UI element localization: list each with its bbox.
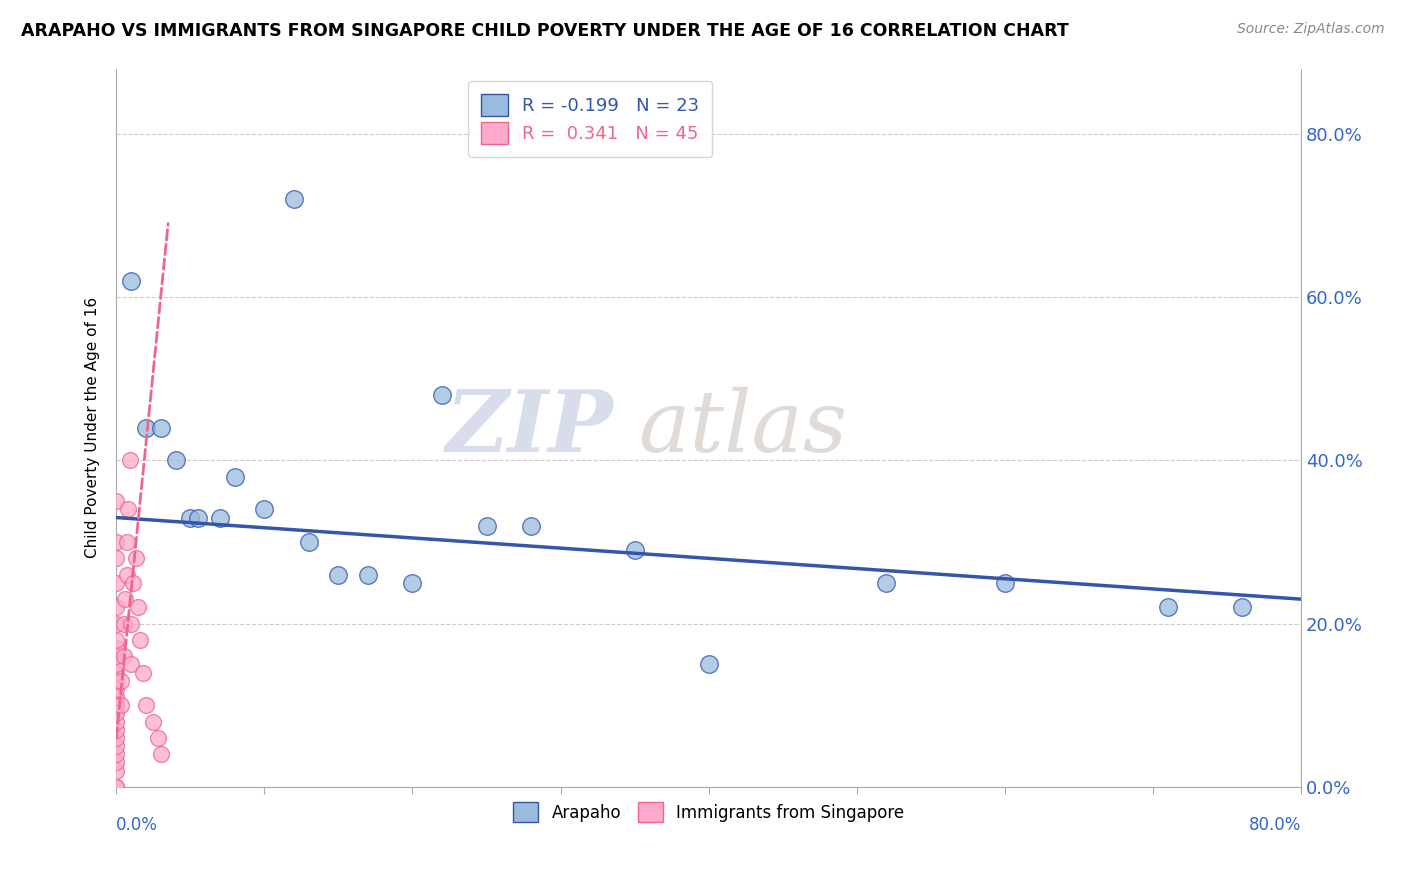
Point — [146, 731, 169, 745]
Point — [298, 535, 321, 549]
Point — [105, 780, 128, 794]
Y-axis label: Child Poverty Under the Age of 16: Child Poverty Under the Age of 16 — [86, 297, 100, 558]
Point — [208, 510, 231, 524]
Point — [283, 192, 305, 206]
Point — [118, 453, 141, 467]
Point — [105, 616, 128, 631]
Text: 80.0%: 80.0% — [1249, 815, 1301, 834]
Point — [105, 698, 128, 713]
Point — [105, 690, 128, 705]
Point — [120, 274, 142, 288]
Point — [165, 453, 187, 467]
Point — [697, 657, 720, 672]
Point — [105, 756, 128, 770]
Point — [129, 632, 152, 647]
Text: Source: ZipAtlas.com: Source: ZipAtlas.com — [1237, 22, 1385, 37]
Point — [132, 665, 155, 680]
Point — [110, 698, 132, 713]
Point — [105, 494, 128, 508]
Point — [115, 567, 138, 582]
Point — [105, 681, 128, 696]
Point — [135, 698, 157, 713]
Point — [114, 592, 136, 607]
Point — [105, 747, 128, 762]
Point — [124, 551, 146, 566]
Point — [187, 510, 209, 524]
Point — [120, 657, 142, 672]
Point — [115, 535, 138, 549]
Point — [224, 469, 246, 483]
Point — [112, 616, 135, 631]
Point — [127, 600, 149, 615]
Point — [105, 731, 128, 745]
Point — [401, 575, 423, 590]
Point — [120, 616, 142, 631]
Point — [357, 567, 380, 582]
Point — [1230, 600, 1253, 615]
Point — [430, 388, 453, 402]
Text: atlas: atlas — [637, 386, 846, 469]
Point — [149, 421, 172, 435]
Point — [328, 567, 350, 582]
Text: ARAPAHO VS IMMIGRANTS FROM SINGAPORE CHILD POVERTY UNDER THE AGE OF 16 CORRELATI: ARAPAHO VS IMMIGRANTS FROM SINGAPORE CHI… — [21, 22, 1069, 40]
Point — [105, 764, 128, 778]
Point — [105, 641, 128, 656]
Text: 0.0%: 0.0% — [117, 815, 157, 834]
Point — [105, 551, 128, 566]
Point — [142, 714, 165, 729]
Point — [179, 510, 201, 524]
Point — [475, 518, 498, 533]
Point — [105, 632, 128, 647]
Point — [105, 657, 128, 672]
Point — [253, 502, 276, 516]
Point — [105, 673, 128, 688]
Point — [110, 673, 132, 688]
Point — [105, 665, 128, 680]
Point — [105, 575, 128, 590]
Point — [105, 535, 128, 549]
Point — [520, 518, 543, 533]
Point — [105, 649, 128, 664]
Point — [875, 575, 897, 590]
Point — [121, 575, 143, 590]
Point — [105, 780, 128, 794]
Point — [149, 747, 172, 762]
Point — [105, 739, 128, 753]
Point — [105, 600, 128, 615]
Point — [117, 502, 139, 516]
Legend: Arapaho, Immigrants from Singapore: Arapaho, Immigrants from Singapore — [506, 795, 911, 829]
Point — [623, 543, 645, 558]
Point — [105, 723, 128, 737]
Text: ZIP: ZIP — [446, 386, 614, 469]
Point — [105, 706, 128, 721]
Point — [112, 649, 135, 664]
Point — [135, 421, 157, 435]
Point — [1157, 600, 1180, 615]
Point — [994, 575, 1017, 590]
Point — [105, 714, 128, 729]
